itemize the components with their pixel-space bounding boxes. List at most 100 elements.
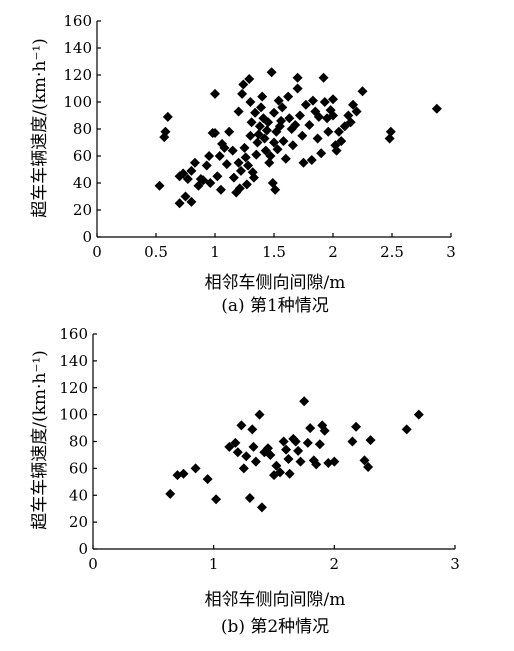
chart-a-data-point — [328, 94, 338, 105]
chart-a-data-point — [234, 183, 245, 194]
chart-a-data-point — [280, 153, 291, 164]
chart-a-data-point — [273, 95, 284, 106]
chart-a-y-axis-label: 超车车辆速度/(km·h⁻¹) — [30, 38, 50, 218]
chart-b-data-point — [311, 459, 322, 470]
chart-a-y-ticks: 0 20 40 60 80 100 120 140 160 — [63, 12, 101, 246]
chart-a-data-point — [312, 133, 323, 144]
chart-b-y-tick-label: 100 — [59, 406, 88, 424]
chart-b-data-point — [302, 437, 313, 448]
chart-b-data-point — [275, 467, 286, 478]
chart-a-x-tick-label: 0 — [92, 243, 102, 261]
chart-a-data-point — [227, 145, 238, 156]
chart-a-data-point — [233, 157, 244, 168]
chart-a-data-point — [219, 142, 230, 153]
chart-a-data-point — [284, 113, 295, 124]
chart-b-data-point — [244, 492, 255, 503]
chart-b-data-point — [278, 436, 289, 447]
chart-a-data-point — [290, 119, 301, 130]
chart-a-data-point — [245, 97, 256, 107]
chart-a-data-point — [221, 159, 232, 170]
chart-a-data-point — [224, 126, 235, 137]
chart-a-data-point — [186, 196, 197, 207]
chart-a-caption: (a) 第1种情况 — [221, 296, 329, 316]
chart-b-data-point — [211, 494, 222, 505]
chart-b-y-tick-label: 0 — [78, 540, 88, 558]
chart-a-data-point — [214, 151, 225, 161]
chart-a-x-ticks: 0 0.5 1 1.5 2 2.5 3 — [92, 233, 456, 261]
chart-a-data-point — [313, 111, 324, 122]
chart-a-data-point — [294, 110, 305, 121]
chart-b-data-point — [293, 445, 304, 456]
chart-a-data-point — [210, 128, 220, 139]
chart-a-y-tick-label: 120 — [63, 66, 92, 84]
chart-b-caption: (b) 第2种情况 — [221, 617, 329, 637]
chart-a-data-point — [178, 168, 189, 179]
chart-a-data-point — [331, 145, 342, 156]
chart-a-data-point — [323, 126, 334, 137]
chart-a-data-point — [292, 72, 303, 83]
chart-a-x-tick-label: 1 — [210, 243, 220, 261]
chart-b-y-tick-label: 20 — [69, 513, 88, 531]
chart-a-y-tick-label: 60 — [73, 147, 92, 165]
chart-a-y-tick-label: 40 — [73, 174, 92, 192]
chart-a-data-point — [189, 157, 200, 168]
chart-b-data-point — [238, 463, 249, 474]
chart-b-y-ticks: 0 20 40 60 80 100 120 140 160 — [59, 325, 97, 558]
chart-b-axes — [92, 334, 455, 550]
chart-b-data-point — [295, 456, 306, 467]
chart-a-data-point — [277, 102, 288, 113]
chart-b-data-point — [236, 420, 247, 431]
chart-a-y-tick-label: 0 — [82, 228, 92, 246]
chart-b-data-point — [247, 424, 258, 435]
chart-a-data-point — [205, 178, 216, 188]
chart-a-data-point — [261, 125, 272, 136]
chart-a-data-point — [292, 83, 303, 94]
chart-a-data-point — [270, 184, 281, 195]
chart-b-data-point — [241, 451, 252, 462]
chart-b-y-tick-label: 60 — [69, 459, 88, 477]
chart-b-y-tick-label: 80 — [69, 433, 88, 451]
chart-a-data-point — [182, 173, 193, 184]
chart-b-x-tick-label: 3 — [450, 555, 460, 573]
chart-a-axes — [96, 21, 451, 238]
chart-a-y-tick-label: 100 — [63, 93, 92, 111]
chart-b-data-point — [254, 409, 265, 420]
chart-a-data-point — [385, 126, 396, 137]
chart-a-data-point — [212, 171, 223, 182]
chart-a-data-point — [307, 95, 318, 106]
chart-a-data-point — [348, 99, 359, 110]
chart-a-data-point — [228, 172, 239, 183]
chart-a-points — [154, 67, 442, 209]
chart-a-data-point — [210, 88, 220, 99]
chart-b-data-point — [248, 441, 259, 452]
chart-a-data-point — [269, 107, 279, 118]
chart-b-points — [165, 396, 424, 513]
chart-a-data-point — [245, 130, 256, 141]
chart-a-x-tick-label: 2.5 — [380, 243, 404, 261]
chart-b-data-point — [347, 436, 358, 447]
chart-a-data-point — [240, 152, 251, 163]
chart-a-data-point — [351, 106, 362, 117]
chart-a-data-point — [264, 157, 275, 168]
chart-b-data-point — [271, 460, 282, 471]
chart-a-y-tick-label: 160 — [63, 12, 92, 30]
chart-a-data-point — [243, 160, 254, 171]
chart-a-data-point — [345, 117, 356, 128]
chart-b-data-point — [230, 437, 241, 448]
chart-a-data-point — [251, 149, 262, 160]
chart-a-x-tick-label: 1.5 — [262, 243, 286, 261]
chart-b: 0 20 40 60 80 100 120 140 160 0 1 2 3 相邻车侧向间隙/m 超车车… — [30, 325, 460, 637]
chart-a-data-point — [180, 191, 191, 202]
chart-b-y-axis-label: 超车车辆速度/(km·h⁻¹) — [30, 350, 50, 530]
chart-a-x-tick-label: 2 — [328, 243, 338, 261]
chart-b-data-point — [256, 502, 267, 513]
chart-b-data-point — [265, 449, 276, 460]
chart-b-x-tick-label: 0 — [88, 555, 98, 573]
chart-b-data-point — [314, 439, 325, 450]
chart-a-data-point — [306, 155, 317, 166]
chart-a-data-point — [278, 136, 289, 147]
chart-b-data-point — [413, 409, 424, 420]
chart-b-data-point — [359, 455, 370, 466]
chart-b-y-tick-label: 40 — [69, 486, 88, 504]
chart-a-x-tick-label: 3 — [446, 243, 456, 261]
